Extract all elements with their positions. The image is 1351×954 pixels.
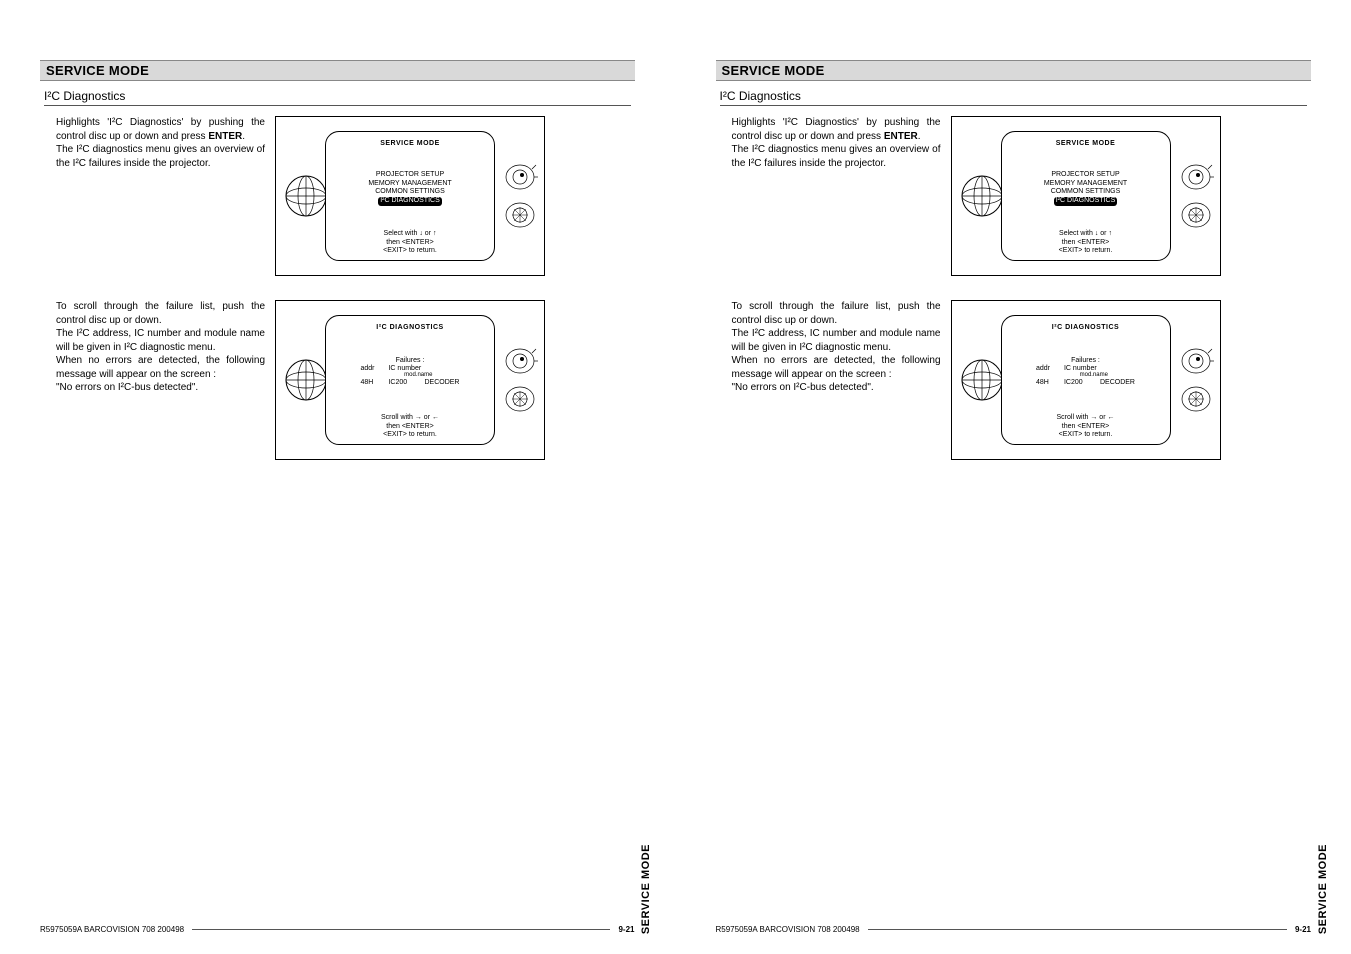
osd1-f1: Select with ↓ or ↑ [383,230,437,239]
osd2-r1: 48H [360,379,382,387]
p2-d: "No errors on I²C-bus detected". [732,382,874,393]
diagram-1: SERVICE MODE PROJECTOR SETUP MEMORY MANA… [275,116,545,276]
failures-table: Failures : addr IC number mod.name 48H [360,357,459,387]
osd1-menu: PROJECTOR SETUP MEMORY MANAGEMENT COMMON… [1044,171,1127,206]
osd2-f3: <EXIT> to return. [381,431,439,440]
block-2: To scroll through the failure list, push… [716,300,1312,460]
osd2-fail: Failures : [1036,357,1135,365]
para1: Highlights 'I²C Diagnostics' by pushing … [40,116,265,276]
p2-c: When no errors are detected, the followi… [732,355,941,380]
osd2-fail: Failures : [360,357,459,365]
p1-bold: ENTER [884,131,918,142]
block-2: To scroll through the failure list, push… [40,300,635,460]
failures-table: Failures : addr IC number mod.name 48H [1036,357,1135,387]
osd1-m4-highlight: I²C DIAGNOSTICS [1054,197,1118,206]
para1: Highlights 'I²C Diagnostics' by pushing … [716,116,941,276]
osd2-title: I²C DIAGNOSTICS [376,324,443,331]
osd2-f3: <EXIT> to return. [1057,431,1115,440]
osd1-f3: <EXIT> to return. [1059,247,1113,256]
osd2-footer: Scroll with → or ← then <ENTER> <EXIT> t… [1057,414,1115,440]
footer-line [868,929,1287,930]
osd2-r3: DECODER [424,379,459,387]
osd1-m4-highlight: I²C DIAGNOSTICS [378,197,442,206]
p1-bold: ENTER [208,131,242,142]
eye-icon [1178,345,1214,415]
globe-icon [284,358,328,402]
side-label: SERVICE MODE [641,844,653,934]
osd1-f2: then <ENTER> [1059,239,1113,248]
globe-icon [284,174,328,218]
osd1-m1: PROJECTOR SETUP [1044,171,1127,180]
para2: To scroll through the failure list, push… [716,300,941,460]
p2-b: The I²C address, IC number and module na… [56,328,265,353]
para2: To scroll through the failure list, push… [40,300,265,460]
p1-c: The I²C diagnostics menu gives an overvi… [732,144,941,169]
osd2-menu: Failures : addr IC number mod.name 48H [1036,357,1135,388]
page-spread: SERVICE MODE I²C Diagnostics Highlights … [0,0,1351,954]
osd-1: SERVICE MODE PROJECTOR SETUP MEMORY MANA… [325,131,495,261]
osd1-footer: Select with ↓ or ↑ then <ENTER> <EXIT> t… [1059,230,1113,256]
diagram-2: I²C DIAGNOSTICS Failures : addr IC numbe… [951,300,1221,460]
osd2-f2: then <ENTER> [381,423,439,432]
footer: R5975059A BARCOVISION 708 200498 9-21 [716,925,1312,934]
osd2-r3: DECODER [1100,379,1135,387]
footer-right: 9-21 [618,925,634,934]
block-1: Highlights 'I²C Diagnostics' by pushing … [716,116,1312,276]
side-label: SERVICE MODE [1317,844,1329,934]
block-1: Highlights 'I²C Diagnostics' by pushing … [40,116,635,276]
header-bar: SERVICE MODE [716,60,1312,81]
p2-a: To scroll through the failure list, push… [56,301,265,326]
left-page: SERVICE MODE I²C Diagnostics Highlights … [0,0,676,954]
osd1-m2: MEMORY MANAGEMENT [1044,180,1127,189]
osd1-footer: Select with ↓ or ↑ then <ENTER> <EXIT> t… [383,230,437,256]
osd-1: SERVICE MODE PROJECTOR SETUP MEMORY MANA… [1001,131,1171,261]
osd1-title: SERVICE MODE [1056,140,1116,147]
osd1-m2: MEMORY MANAGEMENT [368,180,451,189]
p2-c: When no errors are detected, the followi… [56,355,265,380]
p2-a: To scroll through the failure list, push… [732,301,941,326]
eye-icon [502,345,538,415]
eye-icon [1178,161,1214,231]
footer-left: R5975059A BARCOVISION 708 200498 [716,925,860,934]
osd2-footer: Scroll with → or ← then <ENTER> <EXIT> t… [381,414,439,440]
right-page: SERVICE MODE I²C Diagnostics Highlights … [676,0,1351,954]
section-subhead: I²C Diagnostics [720,89,1308,106]
osd2-h3: mod.name [1064,372,1108,379]
osd1-m1: PROJECTOR SETUP [368,171,451,180]
osd2-title: I²C DIAGNOSTICS [1052,324,1119,331]
p2-b: The I²C address, IC number and module na… [732,328,941,353]
osd2-f2: then <ENTER> [1057,423,1115,432]
osd1-m3: COMMON SETTINGS [1044,188,1127,197]
footer-line [192,929,610,930]
eye-icon [502,161,538,231]
globe-icon [960,358,1004,402]
osd1-f1: Select with ↓ or ↑ [1059,230,1113,239]
osd1-menu: PROJECTOR SETUP MEMORY MANAGEMENT COMMON… [368,171,451,206]
section-subhead: I²C Diagnostics [44,89,631,106]
osd2-menu: Failures : addr IC number mod.name 48H [360,357,459,388]
osd-2: I²C DIAGNOSTICS Failures : addr IC numbe… [325,315,495,445]
osd2-f1: Scroll with → or ← [1057,414,1115,423]
footer-right: 9-21 [1295,925,1311,934]
header-bar: SERVICE MODE [40,60,635,81]
p2-d: "No errors on I²C-bus detected". [56,382,198,393]
osd2-f1: Scroll with → or ← [381,414,439,423]
diagram-1: SERVICE MODE PROJECTOR SETUP MEMORY MANA… [951,116,1221,276]
osd-2: I²C DIAGNOSTICS Failures : addr IC numbe… [1001,315,1171,445]
footer: R5975059A BARCOVISION 708 200498 9-21 [40,925,635,934]
osd1-title: SERVICE MODE [380,140,440,147]
p1-c: The I²C diagnostics menu gives an overvi… [56,144,265,169]
osd1-m3: COMMON SETTINGS [368,188,451,197]
osd2-h3: mod.name [388,372,432,379]
osd2-r2: IC200 [388,379,418,387]
osd2-r1: 48H [1036,379,1058,387]
footer-left: R5975059A BARCOVISION 708 200498 [40,925,184,934]
globe-icon [960,174,1004,218]
osd1-f2: then <ENTER> [383,239,437,248]
diagram-2: I²C DIAGNOSTICS Failures : addr IC numbe… [275,300,545,460]
osd1-f3: <EXIT> to return. [383,247,437,256]
p1-dot: . [242,131,245,142]
osd2-r2: IC200 [1064,379,1094,387]
p1-dot: . [918,131,921,142]
